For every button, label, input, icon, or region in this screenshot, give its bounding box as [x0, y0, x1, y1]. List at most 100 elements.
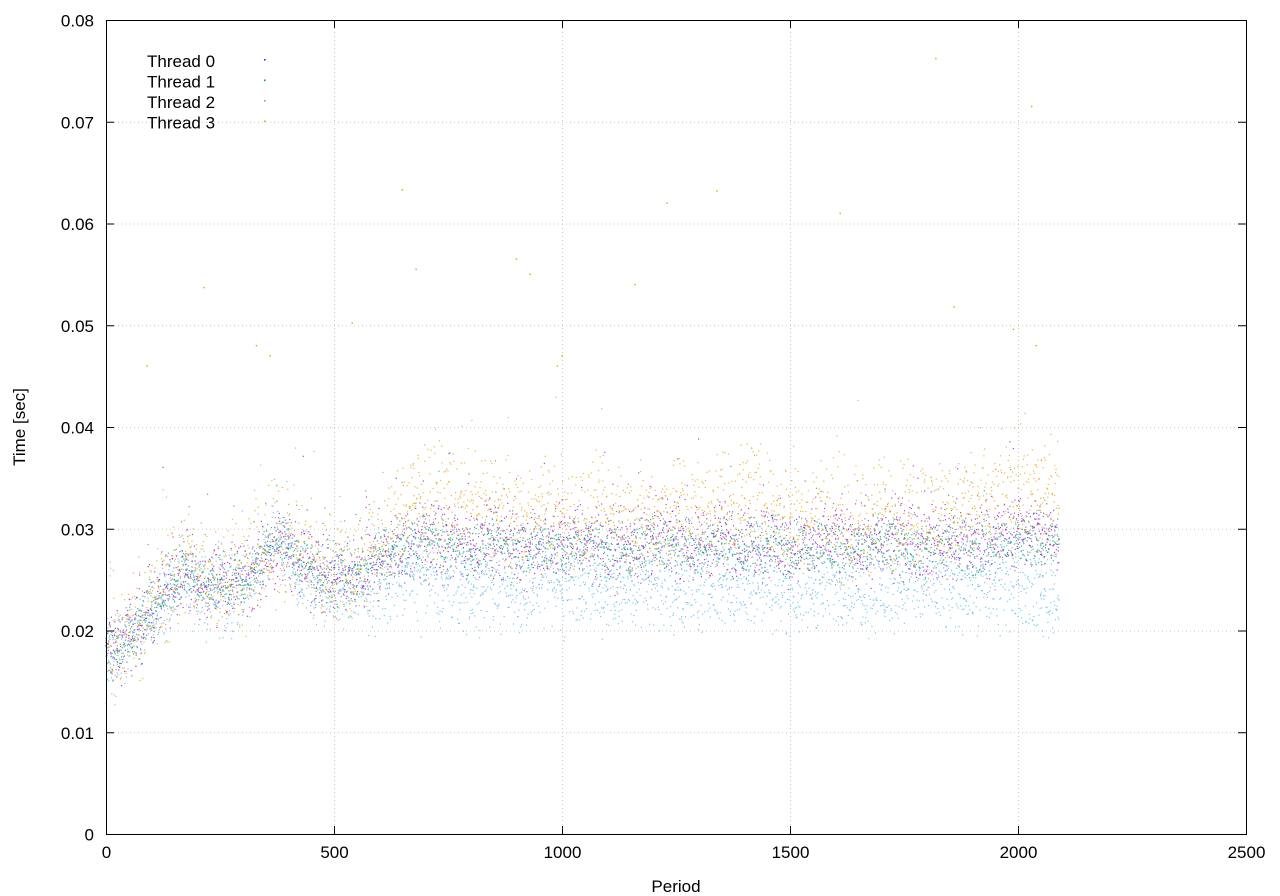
data-point — [822, 551, 824, 553]
data-point — [118, 669, 120, 671]
data-point — [377, 550, 379, 552]
data-point — [882, 545, 885, 547]
data-point — [971, 533, 973, 536]
data-point — [750, 523, 752, 525]
data-point — [1025, 558, 1027, 560]
data-point — [675, 544, 678, 546]
data-point — [225, 587, 227, 589]
data-point — [756, 546, 758, 548]
data-point — [179, 570, 181, 572]
data-point — [994, 533, 996, 535]
data-point — [781, 539, 783, 541]
data-point — [427, 555, 429, 557]
data-point — [774, 551, 776, 553]
data-point — [859, 557, 861, 559]
data-point — [346, 549, 349, 551]
data-point — [308, 567, 310, 569]
data-point — [538, 540, 540, 542]
data-point — [117, 636, 119, 638]
data-point — [993, 551, 995, 553]
data-point — [920, 559, 922, 562]
data-point — [527, 567, 529, 569]
data-point — [351, 570, 353, 572]
data-point — [836, 535, 838, 537]
data-point — [879, 549, 881, 551]
data-point — [974, 530, 976, 532]
data-point — [624, 541, 626, 543]
data-point — [385, 578, 387, 580]
data-point — [820, 552, 822, 554]
data-point — [784, 522, 787, 524]
data-point — [762, 582, 764, 584]
data-point — [965, 471, 968, 473]
data-point — [867, 528, 869, 530]
data-point — [168, 598, 170, 600]
data-point — [390, 553, 392, 555]
data-point — [973, 549, 975, 552]
data-point — [196, 584, 198, 586]
data-point — [620, 557, 623, 559]
data-point — [808, 533, 810, 535]
data-point — [669, 539, 671, 541]
data-point — [956, 542, 958, 544]
data-point — [423, 550, 425, 552]
data-point — [962, 519, 964, 521]
data-point — [462, 575, 464, 577]
data-point — [460, 543, 462, 546]
data-point — [659, 520, 661, 522]
data-point — [323, 574, 325, 577]
data-point — [786, 524, 788, 526]
data-point — [683, 544, 685, 546]
data-point — [854, 557, 856, 559]
data-point — [758, 547, 761, 549]
data-point — [184, 580, 187, 583]
data-point — [225, 593, 227, 595]
data-point — [955, 502, 957, 504]
data-point — [649, 547, 651, 549]
data-point — [900, 504, 902, 506]
data-point — [279, 551, 281, 553]
data-point — [660, 512, 662, 514]
data-point — [819, 536, 821, 538]
data-point — [244, 597, 247, 599]
data-point — [822, 562, 824, 564]
data-point — [288, 547, 290, 549]
data-point — [302, 455, 304, 457]
data-point — [547, 568, 549, 570]
data-point — [957, 553, 959, 555]
data-point — [616, 543, 618, 545]
data-point — [967, 568, 969, 570]
data-point — [766, 537, 768, 539]
data-point — [618, 511, 620, 513]
data-point — [896, 563, 899, 565]
data-point — [322, 562, 324, 564]
data-point — [1015, 523, 1017, 525]
data-point — [522, 571, 524, 573]
data-point — [343, 589, 345, 591]
data-point — [506, 547, 508, 549]
data-point — [454, 519, 456, 522]
data-point — [477, 547, 479, 550]
data-point — [197, 577, 199, 579]
data-point — [575, 533, 577, 535]
data-point — [935, 506, 937, 508]
data-point — [943, 551, 945, 553]
data-point — [627, 567, 630, 569]
data-point — [134, 613, 137, 616]
data-point — [781, 544, 783, 546]
data-point — [233, 596, 235, 598]
data-point — [782, 572, 784, 574]
data-point — [666, 525, 668, 527]
data-point — [951, 556, 954, 558]
data-point — [933, 553, 935, 555]
data-point — [171, 555, 173, 557]
data-point — [405, 558, 407, 560]
data-point — [396, 517, 398, 519]
data-point — [736, 558, 738, 561]
data-point — [724, 556, 726, 558]
data-point — [589, 526, 592, 528]
data-point — [854, 528, 856, 530]
data-point — [743, 563, 745, 565]
data-point — [321, 545, 323, 547]
data-point — [182, 606, 184, 609]
